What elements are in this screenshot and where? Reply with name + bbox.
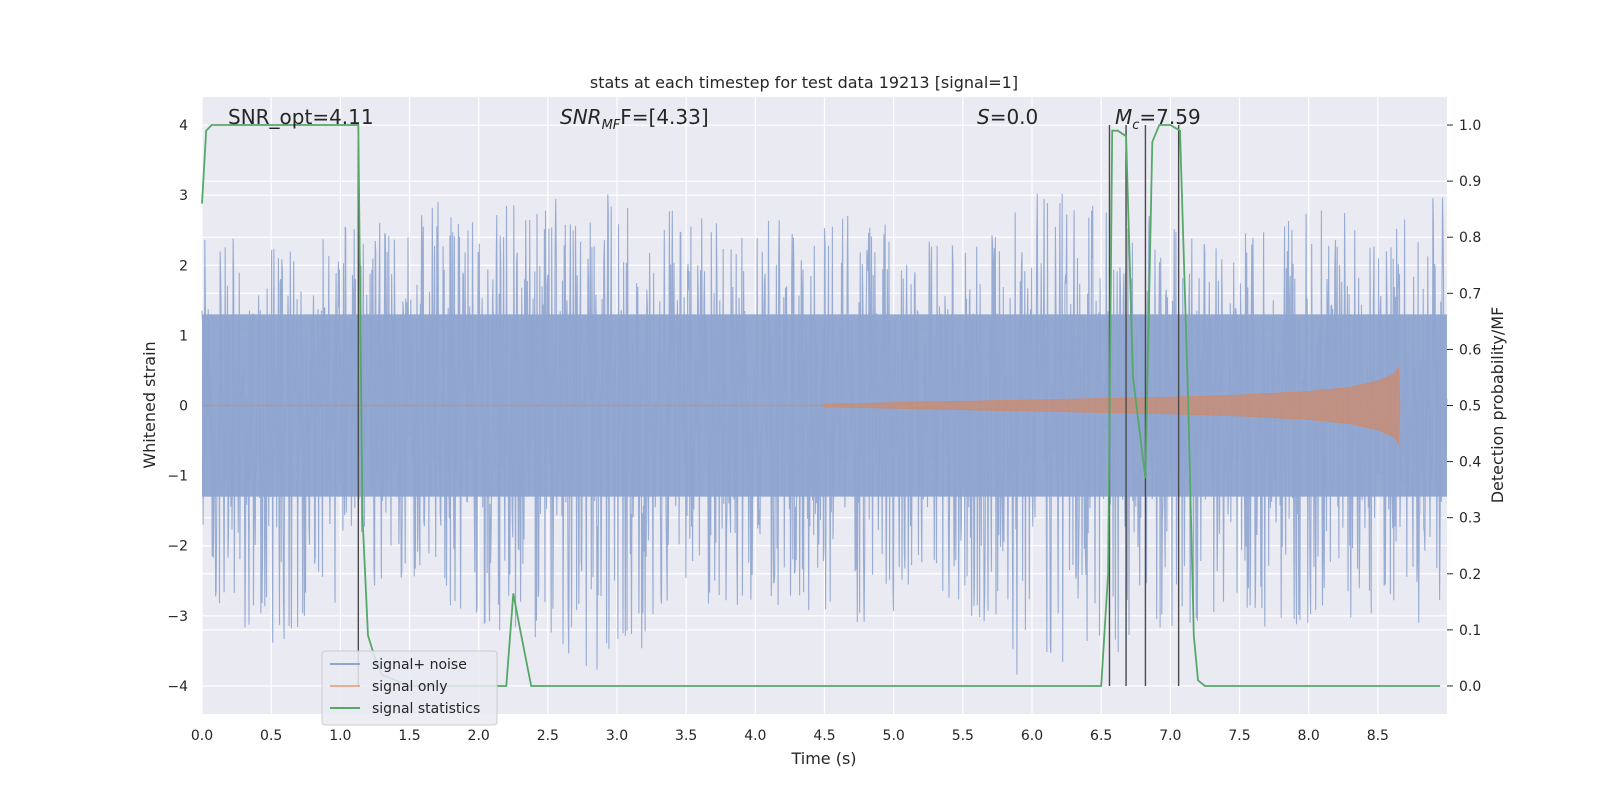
- y-left-tick-label-2: −2: [167, 539, 188, 555]
- s-tail: =0.0: [990, 105, 1039, 129]
- x-tick-label-10: 5.0: [883, 728, 905, 744]
- legend-label-signal-statistics: signal statistics: [372, 701, 480, 717]
- x-tick-label-2: 1.0: [329, 728, 351, 744]
- y-right-tick-label-9: 0.9: [1459, 174, 1481, 190]
- x-tick-label-8: 4.0: [744, 728, 766, 744]
- y-right-axis-label: Detection probability/MF: [1488, 307, 1507, 504]
- mc-main: M: [1115, 105, 1132, 129]
- y-right-tick-label-3: 0.3: [1459, 511, 1481, 527]
- x-tick-label-16: 8.0: [1298, 728, 1320, 744]
- y-left-axis-ticks: −4 −3 −2 −1 0 1 2 3 4: [167, 118, 188, 695]
- vertical-markers: [357, 125, 1180, 686]
- snr-opt-annotation: SNR_opt=4.11: [228, 105, 374, 129]
- y-right-tick-label-7: 0.7: [1459, 286, 1481, 302]
- x-axis-ticks: 0.0 0.5 1.0 1.5 2.0 2.5 3.0 3.5 4.0 4.5 5.0 5.5 6.0 6…: [191, 728, 1389, 744]
- x-tick-label-12: 6.0: [1021, 728, 1043, 744]
- x-tick-label-1: 0.5: [260, 728, 282, 744]
- y-left-tick-label-7: 3: [179, 188, 188, 204]
- snr-mf-sub: MF: [602, 118, 621, 133]
- s-annotation: S=0.0: [977, 105, 1038, 129]
- mc-annotation: Mc=7.59: [1115, 105, 1201, 133]
- chart-title: stats at each timestep for test data 192…: [590, 73, 1018, 92]
- y-left-axis-label: Whitened strain: [140, 341, 159, 468]
- x-tick-label-7: 3.5: [675, 728, 697, 744]
- x-tick-label-17: 8.5: [1367, 728, 1389, 744]
- y-right-tick-label-4: 0.4: [1459, 455, 1481, 471]
- y-left-tick-label-5: 1: [179, 328, 188, 344]
- x-tick-label-6: 3.0: [606, 728, 628, 744]
- legend-box: [321, 650, 498, 726]
- legend: signal+ noise signal only signal statist…: [321, 650, 498, 726]
- y-right-tick-label-5: 0.5: [1459, 399, 1481, 415]
- signal-statistics-line: [201, 124, 1441, 687]
- y-right-tick-label-1: 0.1: [1459, 623, 1481, 639]
- y-right-tick-label-8: 0.8: [1459, 230, 1481, 246]
- y-right-axis-ticks: 0.0 0.1 0.2 0.3 0.4 0.5 0.6 0.7 0.8 0.9 1.0: [1447, 118, 1481, 695]
- legend-label-signal-only: signal only: [372, 679, 447, 695]
- signal-chirp: [824, 365, 1401, 446]
- y-left-tick-label-4: 0: [179, 399, 188, 415]
- y-right-tick-label-0: 0.0: [1459, 679, 1481, 695]
- y-right-tick-label-2: 0.2: [1459, 567, 1481, 583]
- y-left-tick-label-3: −1: [167, 469, 188, 485]
- x-tick-label-13: 6.5: [1090, 728, 1112, 744]
- snr-mf-annotation: SNRMFF=[4.33]: [560, 105, 709, 133]
- s-main: S: [977, 105, 990, 129]
- x-tick-label-0: 0.0: [191, 728, 213, 744]
- y-left-tick-label-8: 4: [179, 118, 188, 134]
- y-left-tick-label-6: 2: [179, 258, 188, 274]
- snr-mf-main: SNR: [560, 105, 602, 129]
- x-tick-label-15: 7.5: [1228, 728, 1250, 744]
- y-right-tick-label-6: 0.6: [1459, 342, 1481, 358]
- y-left-tick-label-0: −4: [167, 679, 188, 695]
- y-right-tick-label-10: 1.0: [1459, 118, 1481, 134]
- x-tick-label-14: 7.0: [1159, 728, 1181, 744]
- y-left-tick-label-1: −3: [167, 609, 188, 625]
- mc-sub: c: [1132, 118, 1139, 133]
- x-tick-label-3: 1.5: [398, 728, 420, 744]
- x-axis-label: Time (s): [790, 749, 856, 768]
- x-tick-label-11: 5.5: [952, 728, 974, 744]
- snr-mf-tail: F=[4.33]: [620, 105, 708, 129]
- x-tick-label-5: 2.5: [537, 728, 559, 744]
- legend-label-signal-noise: signal+ noise: [372, 657, 467, 673]
- signal-statistics-series: [201, 124, 1441, 687]
- signal-only-series: [202, 365, 1401, 446]
- mc-tail: =7.59: [1139, 105, 1200, 129]
- x-tick-label-9: 4.5: [813, 728, 835, 744]
- x-tick-label-4: 2.0: [468, 728, 490, 744]
